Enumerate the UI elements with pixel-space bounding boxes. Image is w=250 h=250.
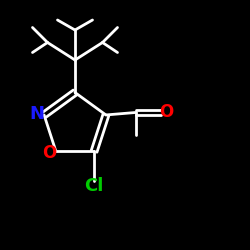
Text: Cl: Cl — [84, 177, 104, 195]
Text: O: O — [159, 104, 173, 122]
Text: O: O — [42, 144, 56, 162]
Text: N: N — [30, 105, 44, 123]
